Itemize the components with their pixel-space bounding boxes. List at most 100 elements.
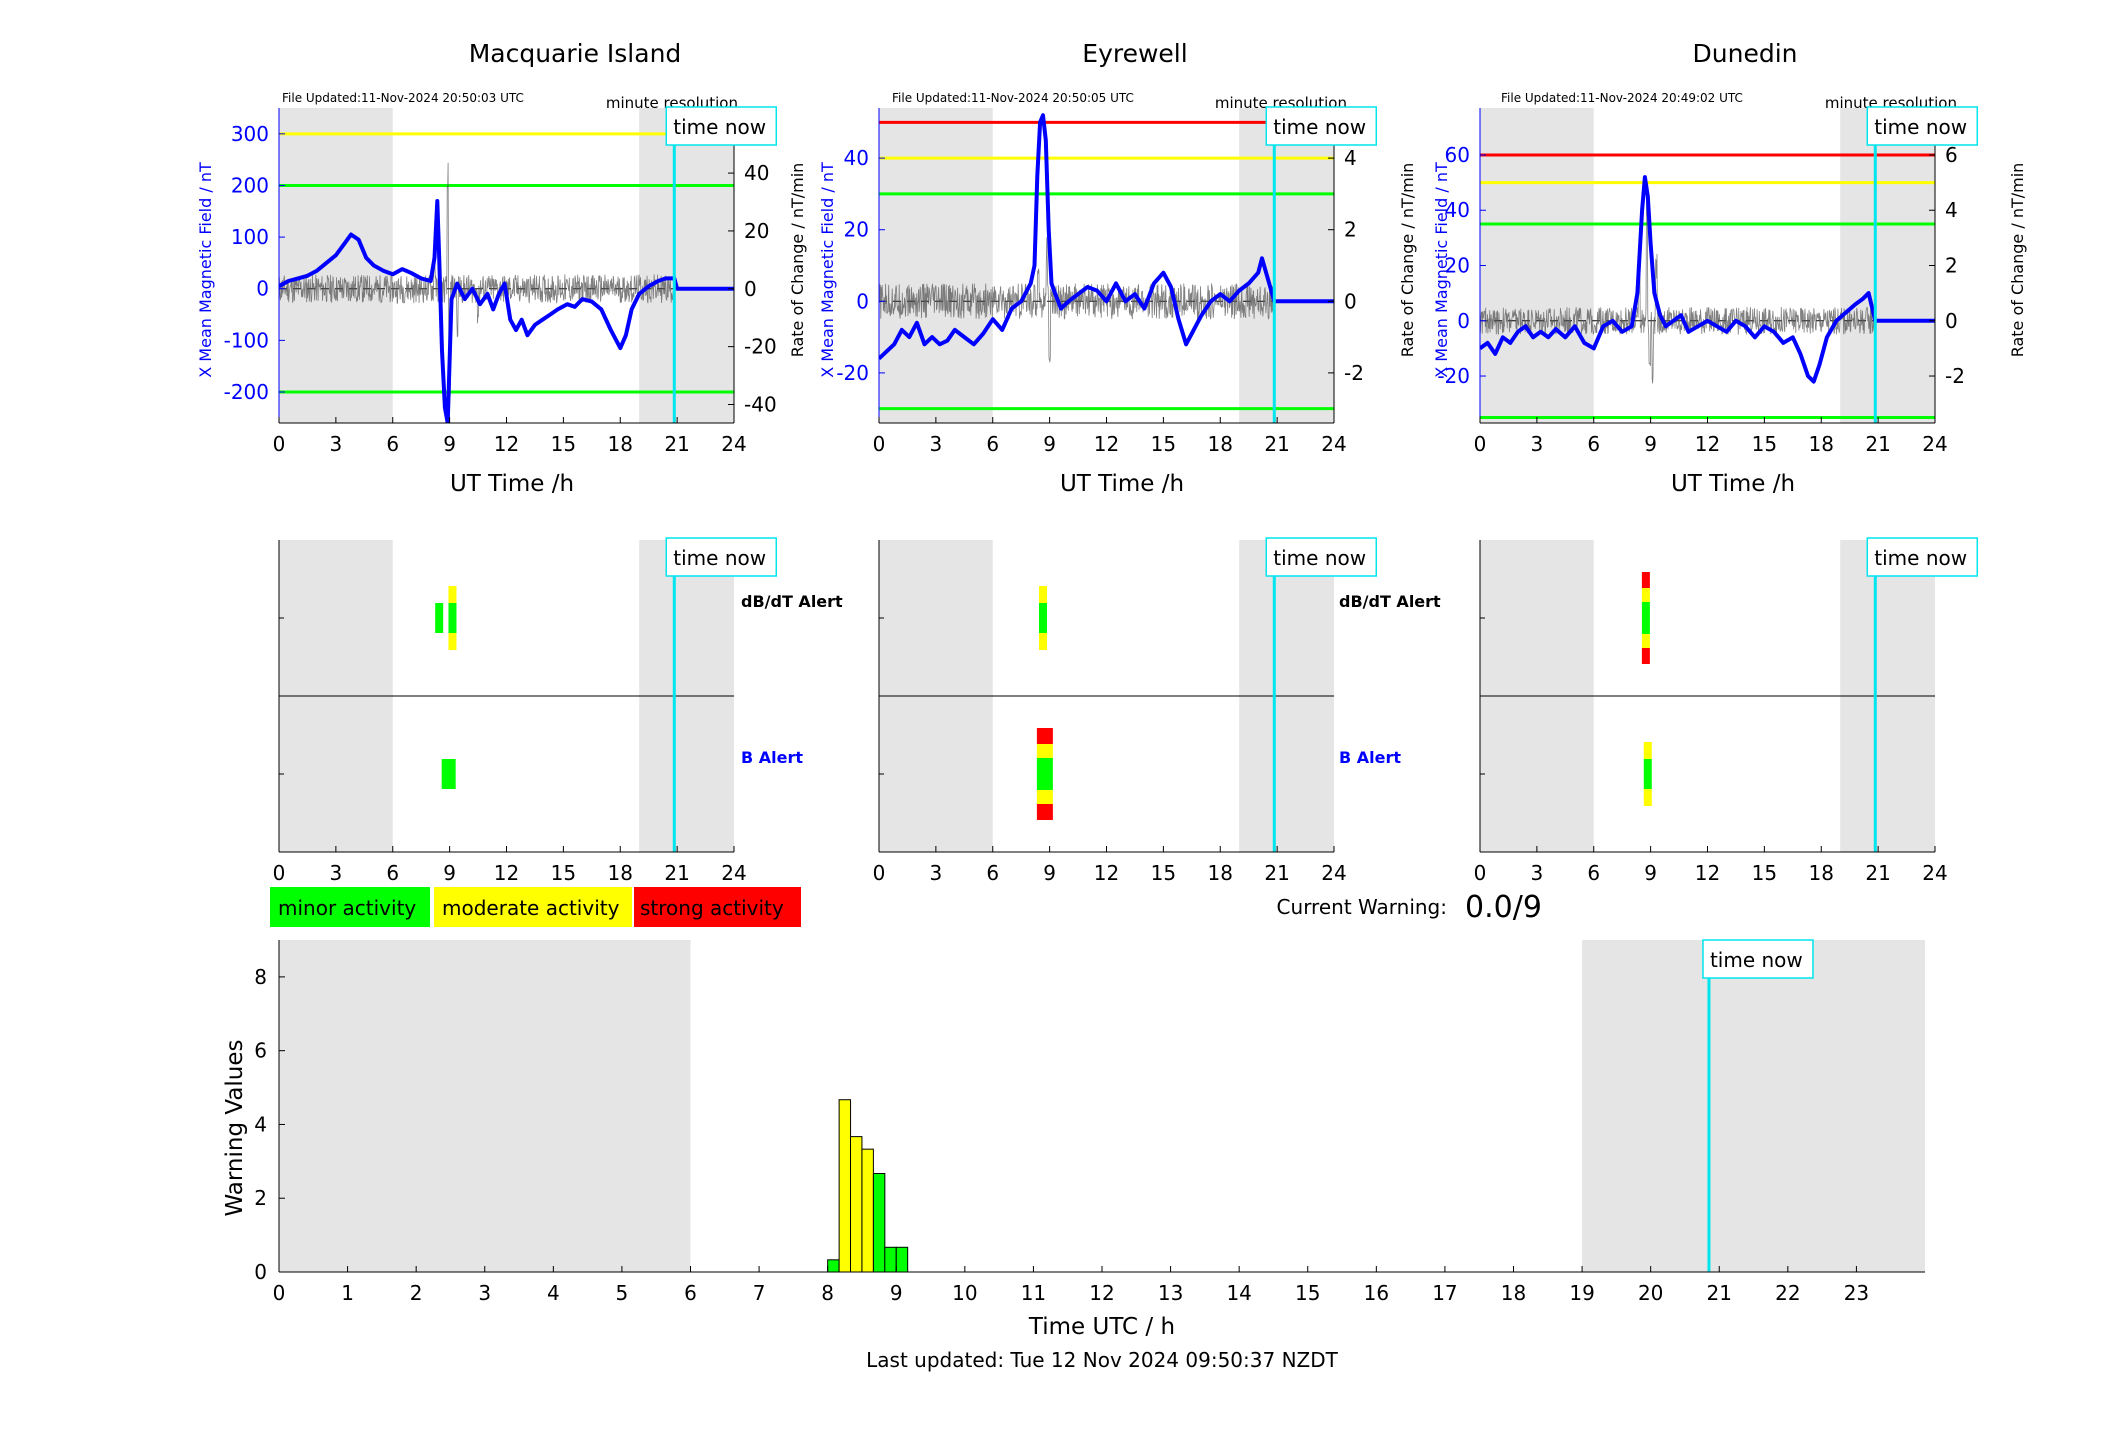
x-tick-label: 12: [1094, 861, 1119, 885]
x-tick-label: 0: [873, 861, 886, 885]
file-updated-note: File Updated:11-Nov-2024 20:50:03 UTC: [282, 91, 524, 105]
time-now-label: time now: [673, 546, 766, 570]
time-now-marker-label: time now: [1866, 537, 1979, 577]
y-tick-label: 6: [254, 1039, 267, 1063]
x-tick-label: 6: [386, 432, 399, 456]
night-shading: [639, 108, 734, 423]
legend-label-strong: strong activity: [640, 896, 784, 920]
x-tick-label: 12: [1089, 1281, 1114, 1305]
night-shading: [1840, 108, 1935, 423]
time-now-box: [1265, 537, 1378, 577]
x-tick-label: 18: [1809, 432, 1834, 456]
x-tick-label: 3: [930, 861, 943, 885]
alert-mark-minor: [441, 759, 456, 789]
alert-mark-strong: [1036, 804, 1053, 820]
plot-area: [1480, 108, 1935, 423]
warning-x-axis-label: Time UTC / h: [1028, 1314, 1175, 1340]
y-tick-label: 4: [254, 1112, 267, 1136]
alert-mark-strong: [1641, 648, 1650, 664]
x-tick-label: 9: [443, 861, 456, 885]
x-tick-label: 3: [1531, 861, 1544, 885]
x-tick-label: 17: [1432, 1281, 1457, 1305]
x-tick-label: 6: [986, 432, 999, 456]
x-tick-label: 21: [664, 861, 689, 885]
y-tick-label: 0: [254, 1260, 267, 1284]
x-tick-label: 18: [1208, 861, 1233, 885]
rate-of-change-series: [279, 162, 675, 396]
left-y-tick-label: 200: [231, 173, 269, 197]
x-tick-label: 3: [330, 432, 343, 456]
time-now-marker-label: time now: [1265, 106, 1378, 146]
night-shading: [279, 940, 691, 1272]
y-tick-label: 8: [254, 965, 267, 989]
warning-panel: 0 1 2 3 4 5 6 7 8 9 10 11 12 13 14 15 16 17 18 19 20 21 22 2302…: [254, 939, 1925, 1305]
time-now-marker-label: time now: [665, 106, 778, 146]
y-tick-label: 2: [254, 1186, 267, 1210]
right-y-tick-label: 0: [1945, 309, 1958, 333]
x-tick-label: 5: [616, 1281, 629, 1305]
field-panel: 0 3 6 9 12 15 18 21 24-200-1000100200300-40-2002…: [224, 106, 778, 456]
alert-mark-minor: [1641, 602, 1650, 634]
x-tick-label: 18: [1809, 861, 1834, 885]
x-tick-label: 12: [1695, 432, 1720, 456]
x-axis-label: UT Time /h: [450, 471, 574, 497]
time-now-label: time now: [1273, 115, 1366, 139]
x-tick-label: 14: [1226, 1281, 1251, 1305]
x-tick-label: 24: [1922, 432, 1947, 456]
x-tick-label: 15: [1295, 1281, 1320, 1305]
alert-panel: 0 3 6 9 12 15 18 21 24 time now: [873, 537, 1378, 885]
alert-mark-minor: [1036, 758, 1053, 790]
legend-swatch-moderate: [434, 887, 632, 927]
left-y-tick-label: -100: [224, 328, 269, 352]
dbdt-alert-label: dB/dT Alert: [1339, 592, 1441, 611]
rate-of-change-series: [879, 237, 1275, 363]
right-y-tick-label: 40: [744, 161, 769, 185]
legend-swatch-minor: [270, 887, 430, 927]
field-series: [279, 199, 734, 423]
x-tick-label: 15: [1151, 861, 1176, 885]
x-tick-label: 9: [1644, 861, 1657, 885]
right-y-tick-label: -2: [1945, 364, 1965, 388]
alert-mark-minor: [435, 603, 444, 633]
alert-mark-moderate: [1038, 586, 1047, 603]
x-tick-label: 0: [273, 432, 286, 456]
time-now-box: [665, 537, 778, 577]
x-tick-label: 2: [410, 1281, 423, 1305]
legend-label-minor: minor activity: [278, 896, 416, 920]
warning-bar: [895, 1246, 909, 1273]
alert-mark-minor: [448, 603, 457, 633]
right-y-tick-label: -40: [744, 392, 777, 416]
warning-bar: [838, 1099, 852, 1273]
x-tick-label: 15: [1151, 432, 1176, 456]
x-tick-label: 15: [1752, 432, 1777, 456]
x-tick-label: 24: [721, 432, 746, 456]
x-tick-label: 8: [821, 1281, 834, 1305]
rate-of-change-series: [1480, 190, 1876, 384]
left-y-tick-label: 0: [256, 277, 269, 301]
x-tick-label: 19: [1569, 1281, 1594, 1305]
warning-bar: [827, 1259, 840, 1273]
time-now-marker-label: time now: [1265, 537, 1378, 577]
x-tick-label: 0: [1474, 432, 1487, 456]
alert-mark-moderate: [1038, 633, 1047, 650]
alert-mark-minor: [1038, 603, 1047, 633]
plot-area: [879, 108, 1334, 423]
x-tick-label: 3: [1531, 432, 1544, 456]
x-tick-label: 11: [1021, 1281, 1046, 1305]
time-now-box: [665, 106, 778, 146]
x-tick-label: 13: [1158, 1281, 1183, 1305]
right-y-tick-label: 2: [1945, 254, 1958, 278]
right-y-tick-label: 2: [1344, 218, 1357, 242]
x-tick-label: 23: [1844, 1281, 1869, 1305]
time-now-marker-label: time now: [665, 537, 778, 577]
right-y-tick-label: 0: [744, 277, 757, 301]
time-now-box: [1866, 537, 1979, 577]
right-y-axis-label: Rate of Change / nT/min: [2008, 163, 2027, 358]
right-y-tick-label: -20: [744, 335, 777, 359]
x-tick-label: 21: [1264, 861, 1289, 885]
x-tick-label: 6: [1587, 432, 1600, 456]
alert-panel: 0 3 6 9 12 15 18 21 24 time now: [1474, 537, 1979, 885]
x-tick-label: 4: [547, 1281, 560, 1305]
x-tick-label: 22: [1775, 1281, 1800, 1305]
